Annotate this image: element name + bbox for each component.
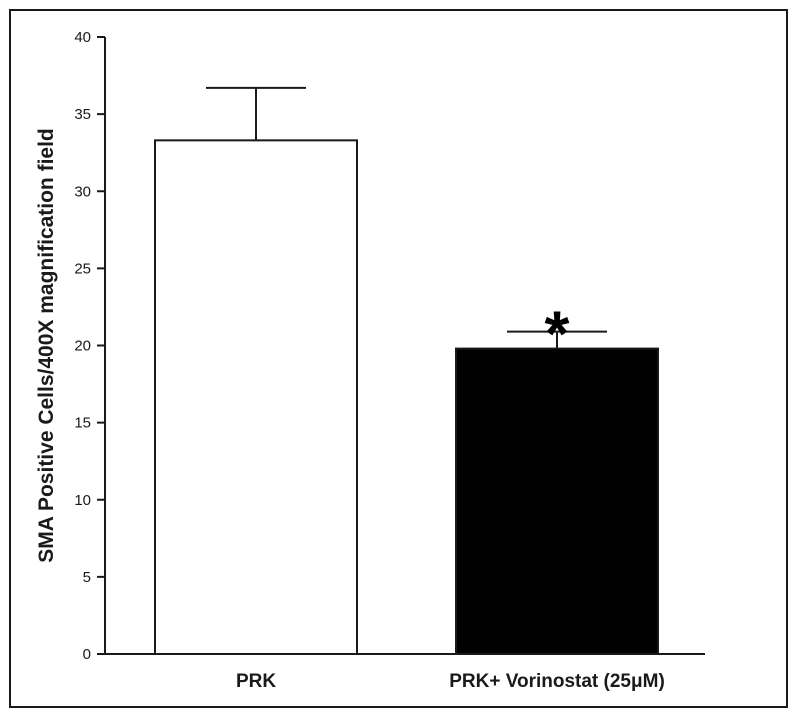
y-tick-label: 35 <box>74 106 91 123</box>
y-tick-label: 20 <box>74 338 91 355</box>
y-tick-label: 25 <box>74 260 91 277</box>
category-labels-layer: PRK PRK+ Vorinostat (25μM) <box>236 671 665 692</box>
y-tick-label: 40 <box>74 29 91 46</box>
bars-layer <box>154 139 659 656</box>
significance-asterisk: * <box>545 298 570 370</box>
y-tick-label: 0 <box>83 646 91 663</box>
y-axis-title: SMA Positive Cells/400X magnification fi… <box>35 128 58 563</box>
y-ticks-layer: 0 5 10 15 20 25 30 35 40 <box>74 29 105 663</box>
bar-0 <box>154 139 358 656</box>
y-tick-label: 10 <box>74 492 91 509</box>
y-tick-label: 30 <box>74 183 91 200</box>
y-tick-label: 15 <box>74 415 91 432</box>
category-label-0: PRK <box>236 671 276 692</box>
error-bars-layer <box>206 86 607 349</box>
y-tick-label: 5 <box>83 569 91 586</box>
bar-1 <box>455 347 659 655</box>
annotations-layer: * <box>545 298 570 370</box>
category-label-1: PRK+ Vorinostat (25μM) <box>449 671 665 692</box>
